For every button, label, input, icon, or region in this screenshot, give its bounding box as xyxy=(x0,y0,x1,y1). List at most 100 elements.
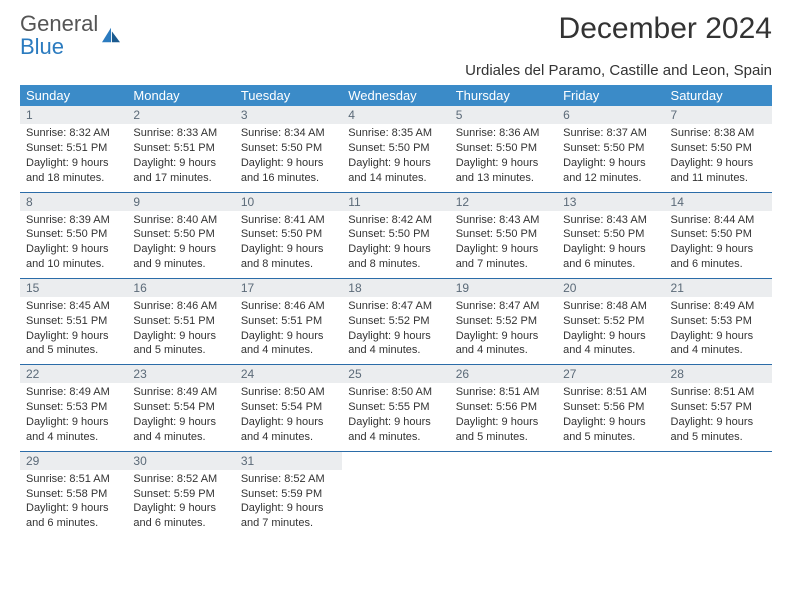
day-header: Wednesday xyxy=(342,85,449,106)
day-number: 30 xyxy=(127,452,234,470)
calendar-cell: 5Sunrise: 8:36 AMSunset: 5:50 PMDaylight… xyxy=(450,106,557,192)
day-details: Sunrise: 8:34 AMSunset: 5:50 PMDaylight:… xyxy=(235,124,342,191)
day-details: Sunrise: 8:51 AMSunset: 5:57 PMDaylight:… xyxy=(665,383,772,450)
calendar-cell: .. xyxy=(450,451,557,537)
day-number: 27 xyxy=(557,365,664,383)
day-header: Tuesday xyxy=(235,85,342,106)
calendar-cell: 28Sunrise: 8:51 AMSunset: 5:57 PMDayligh… xyxy=(665,365,772,451)
day-details: Sunrise: 8:49 AMSunset: 5:53 PMDaylight:… xyxy=(665,297,772,364)
calendar-cell: 8Sunrise: 8:39 AMSunset: 5:50 PMDaylight… xyxy=(20,192,127,278)
calendar-cell: 31Sunrise: 8:52 AMSunset: 5:59 PMDayligh… xyxy=(235,451,342,537)
calendar-cell: 21Sunrise: 8:49 AMSunset: 5:53 PMDayligh… xyxy=(665,278,772,364)
calendar-cell: 23Sunrise: 8:49 AMSunset: 5:54 PMDayligh… xyxy=(127,365,234,451)
day-number: 19 xyxy=(450,279,557,297)
calendar-cell: 2Sunrise: 8:33 AMSunset: 5:51 PMDaylight… xyxy=(127,106,234,192)
calendar-cell: 15Sunrise: 8:45 AMSunset: 5:51 PMDayligh… xyxy=(20,278,127,364)
day-details: Sunrise: 8:39 AMSunset: 5:50 PMDaylight:… xyxy=(20,211,127,278)
calendar-cell: 10Sunrise: 8:41 AMSunset: 5:50 PMDayligh… xyxy=(235,192,342,278)
day-number: 22 xyxy=(20,365,127,383)
day-details: Sunrise: 8:49 AMSunset: 5:53 PMDaylight:… xyxy=(20,383,127,450)
header: General Blue December 2024 xyxy=(20,12,772,58)
day-number: 4 xyxy=(342,106,449,124)
calendar-cell: 13Sunrise: 8:43 AMSunset: 5:50 PMDayligh… xyxy=(557,192,664,278)
sail-icon xyxy=(100,26,122,44)
day-details: Sunrise: 8:51 AMSunset: 5:58 PMDaylight:… xyxy=(20,470,127,537)
day-number: 21 xyxy=(665,279,772,297)
calendar-cell: 18Sunrise: 8:47 AMSunset: 5:52 PMDayligh… xyxy=(342,278,449,364)
day-details: Sunrise: 8:51 AMSunset: 5:56 PMDaylight:… xyxy=(557,383,664,450)
calendar-cell: 3Sunrise: 8:34 AMSunset: 5:50 PMDaylight… xyxy=(235,106,342,192)
location-subtitle: Urdiales del Paramo, Castille and Leon, … xyxy=(20,62,772,79)
day-number: 28 xyxy=(665,365,772,383)
calendar-cell: 17Sunrise: 8:46 AMSunset: 5:51 PMDayligh… xyxy=(235,278,342,364)
day-number: 13 xyxy=(557,193,664,211)
calendar-cell: 7Sunrise: 8:38 AMSunset: 5:50 PMDaylight… xyxy=(665,106,772,192)
calendar-cell: 1Sunrise: 8:32 AMSunset: 5:51 PMDaylight… xyxy=(20,106,127,192)
day-number: 14 xyxy=(665,193,772,211)
day-number: 24 xyxy=(235,365,342,383)
brand-text: General Blue xyxy=(20,12,98,58)
calendar-table: SundayMondayTuesdayWednesdayThursdayFrid… xyxy=(20,85,772,537)
calendar-cell: 9Sunrise: 8:40 AMSunset: 5:50 PMDaylight… xyxy=(127,192,234,278)
day-header: Friday xyxy=(557,85,664,106)
day-number: 20 xyxy=(557,279,664,297)
day-number: 12 xyxy=(450,193,557,211)
day-details: Sunrise: 8:45 AMSunset: 5:51 PMDaylight:… xyxy=(20,297,127,364)
day-number: 31 xyxy=(235,452,342,470)
day-number: 11 xyxy=(342,193,449,211)
calendar-row: 8Sunrise: 8:39 AMSunset: 5:50 PMDaylight… xyxy=(20,192,772,278)
day-header: Monday xyxy=(127,85,234,106)
day-details: Sunrise: 8:46 AMSunset: 5:51 PMDaylight:… xyxy=(127,297,234,364)
calendar-cell: 30Sunrise: 8:52 AMSunset: 5:59 PMDayligh… xyxy=(127,451,234,537)
day-number: 5 xyxy=(450,106,557,124)
day-details: Sunrise: 8:44 AMSunset: 5:50 PMDaylight:… xyxy=(665,211,772,278)
day-number: 17 xyxy=(235,279,342,297)
calendar-cell: 20Sunrise: 8:48 AMSunset: 5:52 PMDayligh… xyxy=(557,278,664,364)
day-number: 15 xyxy=(20,279,127,297)
calendar-cell: 27Sunrise: 8:51 AMSunset: 5:56 PMDayligh… xyxy=(557,365,664,451)
day-details: Sunrise: 8:35 AMSunset: 5:50 PMDaylight:… xyxy=(342,124,449,191)
calendar-cell: 16Sunrise: 8:46 AMSunset: 5:51 PMDayligh… xyxy=(127,278,234,364)
calendar-cell: 19Sunrise: 8:47 AMSunset: 5:52 PMDayligh… xyxy=(450,278,557,364)
calendar-cell: 24Sunrise: 8:50 AMSunset: 5:54 PMDayligh… xyxy=(235,365,342,451)
day-details: Sunrise: 8:41 AMSunset: 5:50 PMDaylight:… xyxy=(235,211,342,278)
calendar-cell: 4Sunrise: 8:35 AMSunset: 5:50 PMDaylight… xyxy=(342,106,449,192)
day-header: Sunday xyxy=(20,85,127,106)
day-details: Sunrise: 8:38 AMSunset: 5:50 PMDaylight:… xyxy=(665,124,772,191)
brand-name-top: General xyxy=(20,11,98,36)
day-details: Sunrise: 8:50 AMSunset: 5:54 PMDaylight:… xyxy=(235,383,342,450)
calendar-body: 1Sunrise: 8:32 AMSunset: 5:51 PMDaylight… xyxy=(20,106,772,537)
day-header: Saturday xyxy=(665,85,772,106)
calendar-row: 15Sunrise: 8:45 AMSunset: 5:51 PMDayligh… xyxy=(20,278,772,364)
day-number: 3 xyxy=(235,106,342,124)
day-number: 6 xyxy=(557,106,664,124)
day-details: Sunrise: 8:48 AMSunset: 5:52 PMDaylight:… xyxy=(557,297,664,364)
day-number: 26 xyxy=(450,365,557,383)
calendar-cell: .. xyxy=(342,451,449,537)
calendar-cell: 26Sunrise: 8:51 AMSunset: 5:56 PMDayligh… xyxy=(450,365,557,451)
day-details: Sunrise: 8:37 AMSunset: 5:50 PMDaylight:… xyxy=(557,124,664,191)
day-number: 23 xyxy=(127,365,234,383)
day-details: Sunrise: 8:43 AMSunset: 5:50 PMDaylight:… xyxy=(450,211,557,278)
calendar-row: 22Sunrise: 8:49 AMSunset: 5:53 PMDayligh… xyxy=(20,365,772,451)
page-title: December 2024 xyxy=(559,12,772,46)
calendar-cell: .. xyxy=(557,451,664,537)
day-details: Sunrise: 8:47 AMSunset: 5:52 PMDaylight:… xyxy=(342,297,449,364)
day-details: Sunrise: 8:51 AMSunset: 5:56 PMDaylight:… xyxy=(450,383,557,450)
day-number: 18 xyxy=(342,279,449,297)
day-details: Sunrise: 8:43 AMSunset: 5:50 PMDaylight:… xyxy=(557,211,664,278)
day-number: 7 xyxy=(665,106,772,124)
day-number: 2 xyxy=(127,106,234,124)
day-details: Sunrise: 8:40 AMSunset: 5:50 PMDaylight:… xyxy=(127,211,234,278)
calendar-cell: 22Sunrise: 8:49 AMSunset: 5:53 PMDayligh… xyxy=(20,365,127,451)
day-details: Sunrise: 8:52 AMSunset: 5:59 PMDaylight:… xyxy=(127,470,234,537)
brand-name-bottom: Blue xyxy=(20,34,64,59)
calendar-cell: 25Sunrise: 8:50 AMSunset: 5:55 PMDayligh… xyxy=(342,365,449,451)
calendar-cell: 29Sunrise: 8:51 AMSunset: 5:58 PMDayligh… xyxy=(20,451,127,537)
calendar-cell: 14Sunrise: 8:44 AMSunset: 5:50 PMDayligh… xyxy=(665,192,772,278)
day-details: Sunrise: 8:33 AMSunset: 5:51 PMDaylight:… xyxy=(127,124,234,191)
day-details: Sunrise: 8:52 AMSunset: 5:59 PMDaylight:… xyxy=(235,470,342,537)
day-details: Sunrise: 8:36 AMSunset: 5:50 PMDaylight:… xyxy=(450,124,557,191)
calendar-row: 1Sunrise: 8:32 AMSunset: 5:51 PMDaylight… xyxy=(20,106,772,192)
day-header: Thursday xyxy=(450,85,557,106)
